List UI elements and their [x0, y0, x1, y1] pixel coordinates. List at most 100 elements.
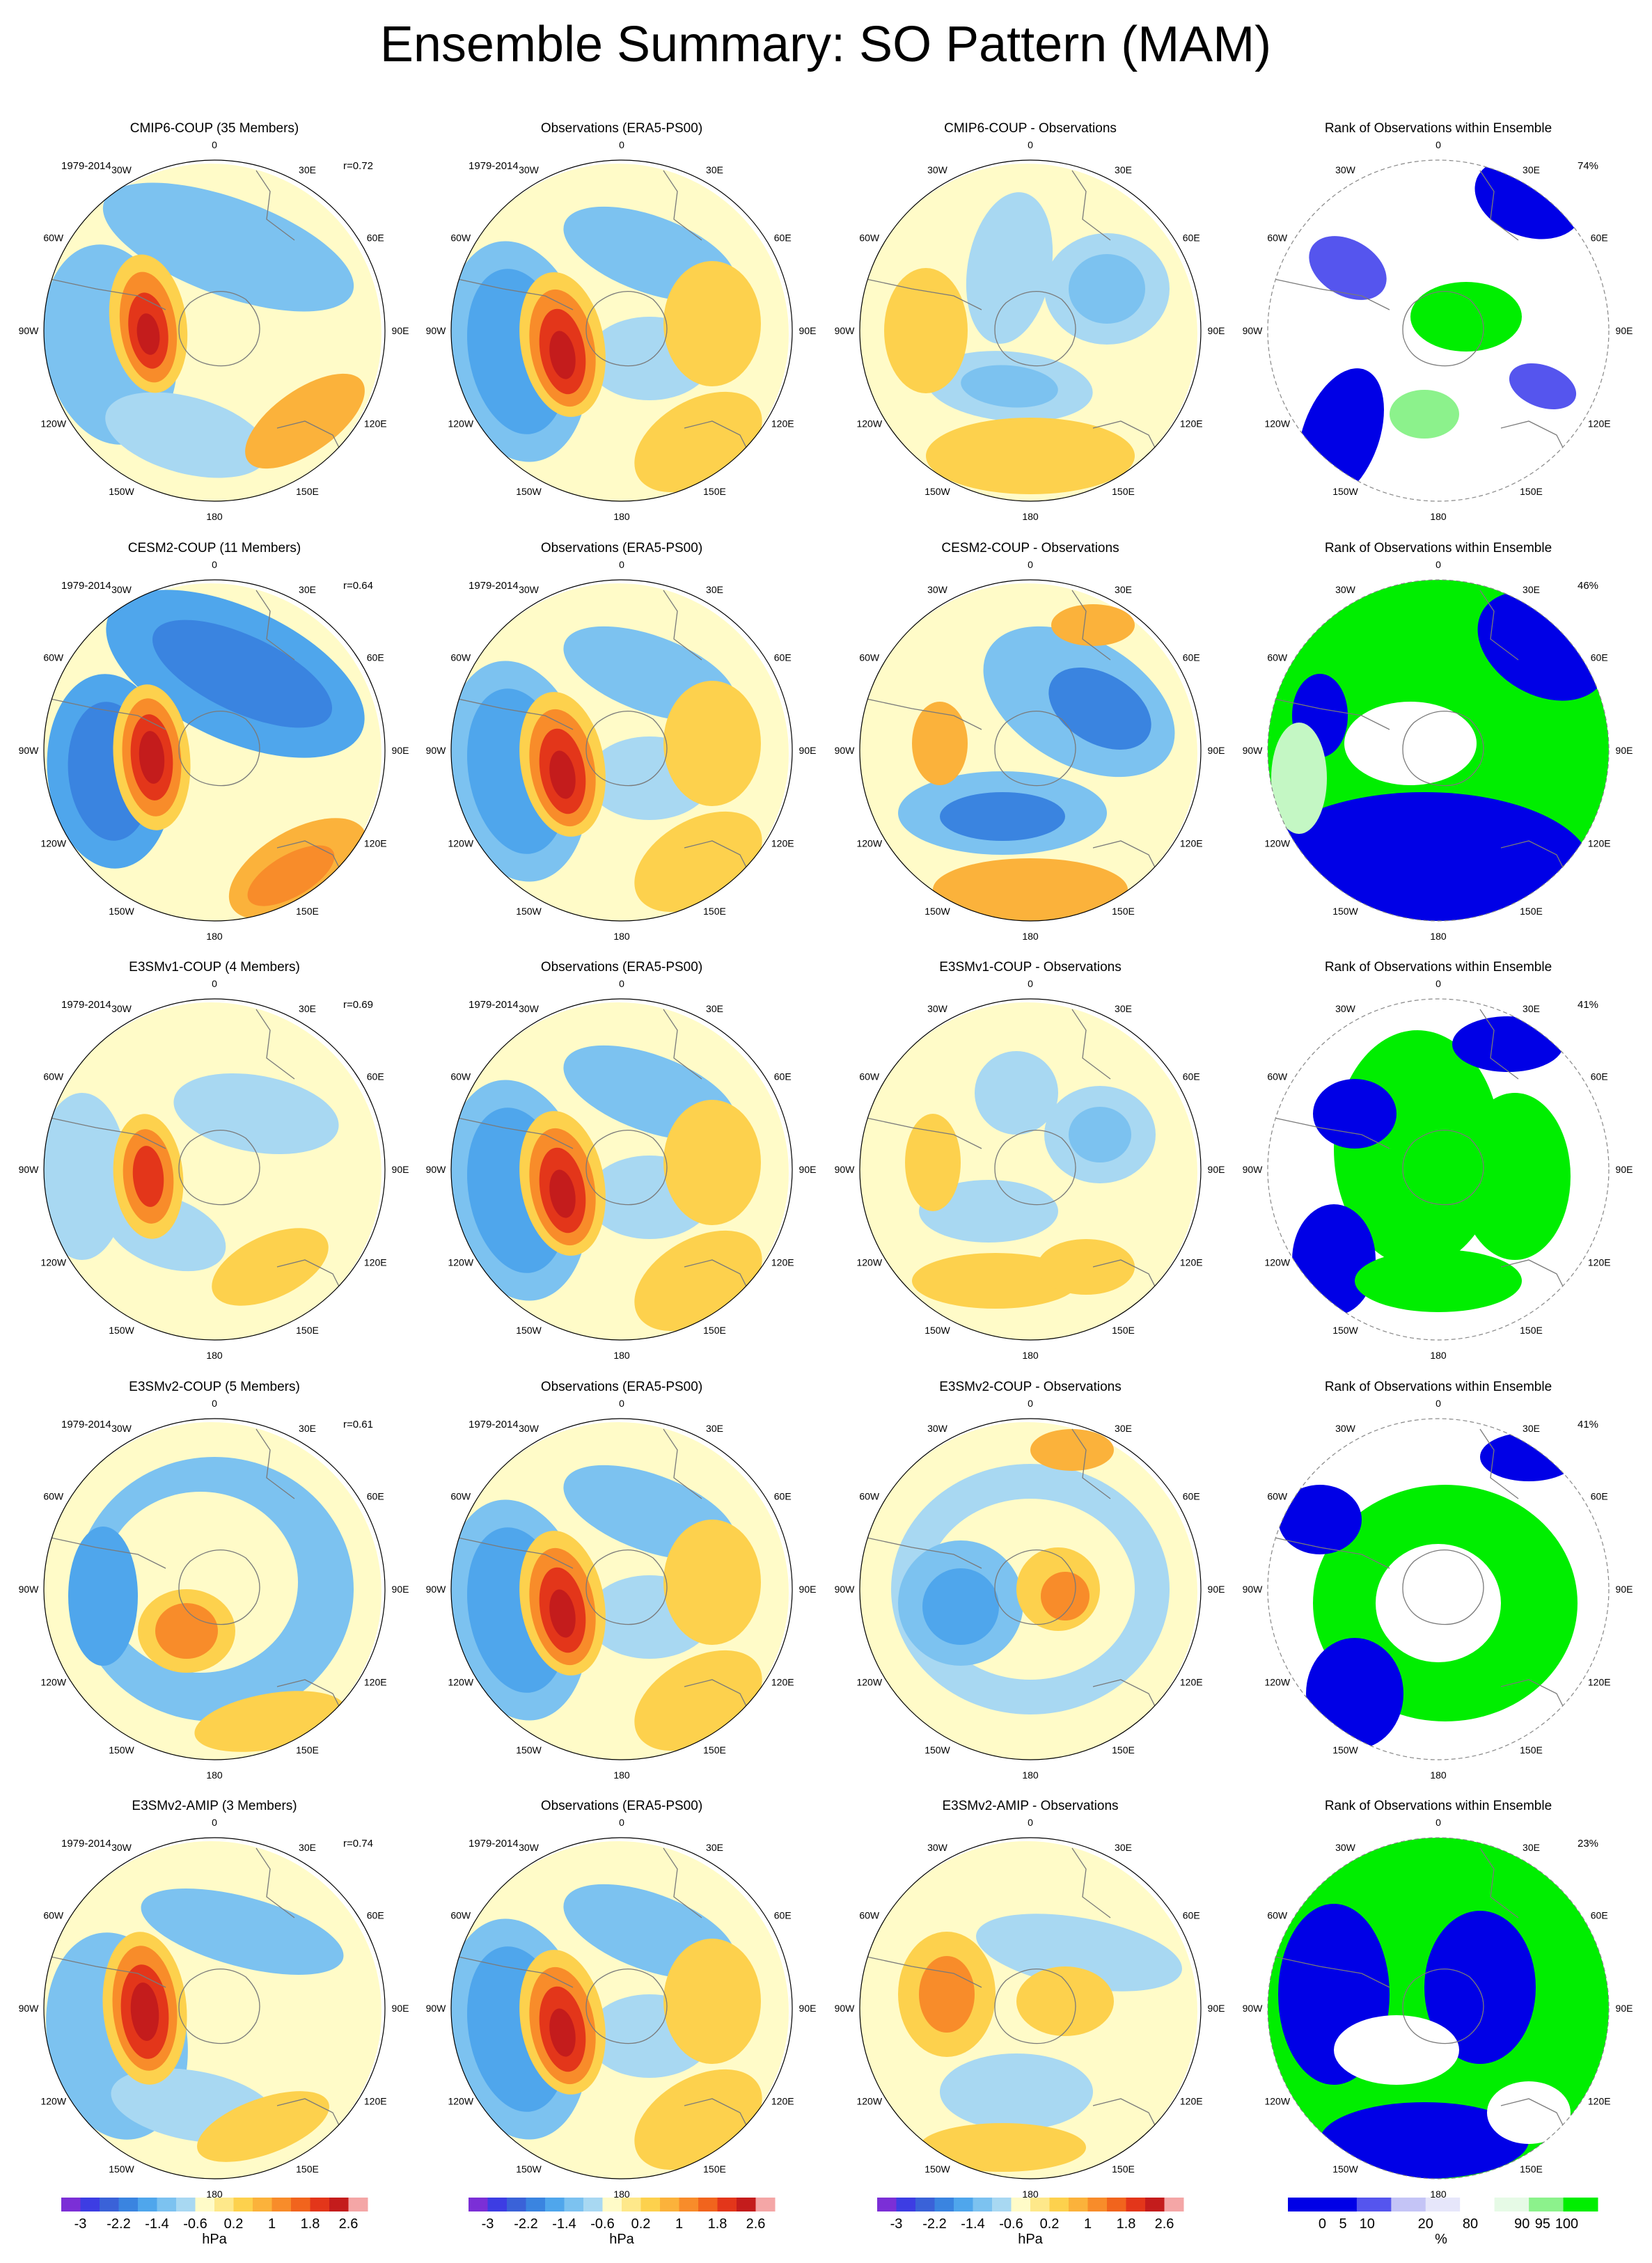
south-america-coastline [1271, 1117, 1390, 1149]
longitude-label: 30E [1115, 584, 1132, 595]
south-america-coastline [863, 1117, 982, 1149]
longitude-label: 30W [111, 164, 132, 175]
colorbar-tick-label: -2.2 [107, 2216, 130, 2232]
contour-region [136, 313, 160, 355]
contour-region [1459, 1093, 1571, 1260]
longitude-label: 30W [519, 1423, 540, 1434]
colorbar-tick-label: -0.6 [999, 2216, 1023, 2232]
longitude-label: 90W [1243, 1584, 1264, 1595]
longitude-label: 90W [835, 2003, 856, 2014]
map-panel: 0 30E 60E 90E 120E 150E 180 150W 120W 90W 60W 30W [835, 1817, 1225, 2200]
longitude-label: 60W [43, 1910, 64, 1921]
south-america-coastline [454, 697, 574, 730]
longitude-label: 150W [1332, 486, 1358, 497]
colorbar-tick-label: -1.4 [961, 2216, 984, 2232]
longitude-label: 120W [448, 1677, 473, 1688]
longitude-label: 60E [774, 1071, 792, 1082]
colorbar-tick-label: 0.2 [631, 2216, 651, 2232]
longitude-label: 150E [1520, 2163, 1543, 2175]
longitude-label: 180 [1430, 511, 1447, 522]
longitude-label: 150E [703, 2163, 726, 2175]
contour-region [155, 1603, 218, 1659]
longitude-label: 120W [1264, 1677, 1290, 1688]
contour-region [905, 1114, 961, 1211]
longitude-label: 150W [925, 1744, 950, 1756]
longitude-label: 60E [774, 232, 792, 244]
colorbar-unit: hPa [1018, 2232, 1043, 2247]
longitude-label: 30E [706, 1423, 723, 1434]
colorbar-swatch [896, 2198, 916, 2211]
longitude-label: 150W [109, 486, 134, 497]
africa-coastline [1479, 1847, 1519, 1918]
longitude-label: 60W [450, 1491, 471, 1502]
colorbar-swatch [660, 2198, 679, 2211]
period-label: 1979-2014 [61, 1838, 111, 1850]
contour-region [105, 392, 268, 478]
colorbar-swatch [737, 2198, 756, 2211]
period-label: 1979-2014 [469, 999, 519, 1011]
contour-region [1069, 1107, 1131, 1162]
period-label: 1979-2014 [469, 580, 519, 592]
contour-region [976, 1914, 1182, 1992]
longitude-label: 0 [1028, 559, 1033, 570]
longitude-label: 90E [392, 1164, 409, 1175]
longitude-label: 90W [426, 325, 447, 336]
colorbar-unit: hPa [202, 2232, 227, 2247]
longitude-label: 150E [1520, 1744, 1543, 1756]
colorbar-swatch [602, 2198, 622, 2211]
contour-region [912, 702, 968, 785]
africa-coastline [663, 1847, 702, 1918]
longitude-label: 120W [856, 418, 882, 429]
longitude-label: 90E [1616, 1164, 1633, 1175]
period-label: 1979-2014 [61, 1419, 111, 1430]
longitude-label: 120E [364, 418, 387, 429]
longitude-label: 120W [856, 838, 882, 849]
map-panel: 0 30E 60E 90E 120E 150E 180 150W 120W 90W 60W 30W [1243, 139, 1633, 522]
longitude-label: 120E [1180, 838, 1203, 849]
antarctica-coastline [1402, 711, 1484, 787]
longitude-label: 90W [19, 1584, 40, 1595]
contour-region [1410, 282, 1522, 352]
colorbar-tick-label: -0.6 [183, 2216, 207, 2232]
antarctica-coastline [178, 711, 260, 787]
field-layer [451, 1422, 789, 1760]
rank-percent-label: 74% [1578, 160, 1598, 172]
colorbar-swatch [1107, 2198, 1126, 2211]
colorbar-tick-label: 2.6 [746, 2216, 766, 2232]
contour-region [130, 1982, 159, 2041]
colorbar-tick-label: 10 [1360, 2216, 1375, 2232]
colorbar-swatch [233, 2198, 253, 2211]
colorbar-swatch [545, 2198, 565, 2211]
map-panel: 0 30E 60E 90E 120E 150E 180 150W 120W 90W 60W 30W [1243, 559, 1633, 942]
longitude-label: 30W [519, 1842, 540, 1853]
colorbar-swatch [214, 2198, 234, 2211]
longitude-label: 120E [771, 1257, 794, 1268]
longitude-label: 180 [1430, 2189, 1447, 2200]
africa-coastline [1071, 590, 1111, 661]
longitude-label: 60E [1183, 1071, 1200, 1082]
longitude-label: 150W [925, 906, 950, 917]
longitude-label: 30E [1115, 1003, 1132, 1014]
antarctica-coastline [585, 291, 668, 367]
rank-colorbar: 0 5 10 20 80 90 95 100% [1288, 2198, 1598, 2247]
longitude-label: 0 [1028, 978, 1033, 989]
longitude-label: 120W [1264, 838, 1290, 849]
colorbar-swatch [469, 2198, 488, 2211]
map-panel: 0 30E 60E 90E 120E 150E 180 150W 120W 90W 60W 30W [426, 1398, 817, 1781]
longitude-label: 30E [299, 1842, 316, 1853]
antarctica-coastline [1402, 1550, 1484, 1625]
colorbar-swatch [564, 2198, 584, 2211]
longitude-label: 90E [799, 745, 817, 756]
difference-panel-title: E3SMv2-COUP - Observations [939, 1380, 1122, 1394]
longitude-label: 0 [1435, 978, 1441, 989]
contour-region [1376, 1544, 1501, 1662]
colorbar-swatch [1164, 2198, 1184, 2211]
obs-panel-title: Observations (ERA5-PS00) [541, 960, 702, 975]
field-layer [1268, 1838, 1609, 2179]
longitude-label: 30E [1115, 1842, 1132, 1853]
longitude-label: 90E [392, 1584, 409, 1595]
longitude-label: 150E [296, 2163, 319, 2175]
longitude-label: 60E [774, 1910, 792, 1921]
longitude-label: 30W [927, 1423, 948, 1434]
rank-panel-title: Rank of Observations within Ensemble [1325, 960, 1552, 975]
